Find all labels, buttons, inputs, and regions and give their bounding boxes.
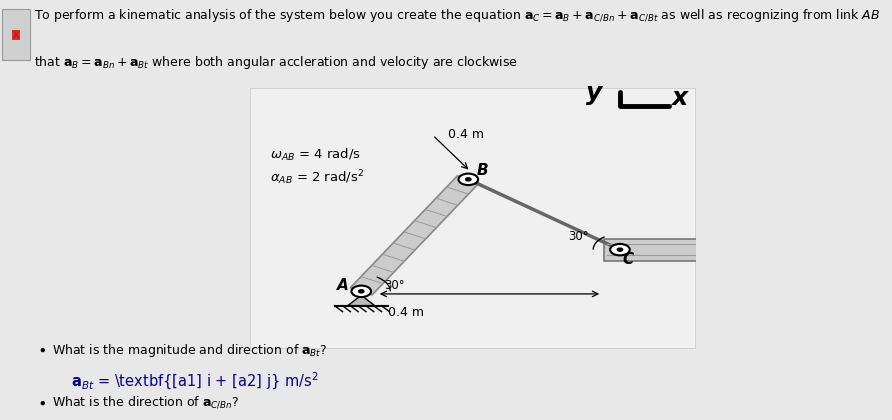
Text: $\bullet$: $\bullet$ [37,395,46,410]
Polygon shape [351,176,479,295]
Text: To perform a kinematic analysis of the system below you create the equation $\ma: To perform a kinematic analysis of the s… [34,8,880,24]
Text: 0.4 m: 0.4 m [449,128,484,141]
Text: What is the direction of $\mathbf{a}_{C/Bn}$?: What is the direction of $\mathbf{a}_{C/… [52,395,239,410]
Text: $\omega_{AB}$ = 4 rad/s: $\omega_{AB}$ = 4 rad/s [270,147,361,163]
Text: A: A [337,278,349,293]
Text: that $\mathbf{a}_B = \mathbf{a}_{Bn} + \mathbf{a}_{Bt}$ where both angular accle: that $\mathbf{a}_B = \mathbf{a}_{Bn} + \… [34,54,518,71]
Text: y: y [587,81,603,105]
Text: x: x [672,86,688,110]
FancyBboxPatch shape [605,239,730,260]
Circle shape [359,290,364,293]
Text: B: B [476,163,488,178]
Circle shape [610,244,630,255]
Polygon shape [348,295,375,306]
Text: 0.4 m: 0.4 m [388,306,424,319]
FancyBboxPatch shape [250,88,696,349]
Text: C: C [623,252,633,267]
Circle shape [617,248,623,251]
Text: What is the magnitude and direction of $\mathbf{a}_{Bt}$?: What is the magnitude and direction of $… [52,342,327,359]
Text: $\bullet$: $\bullet$ [37,342,46,357]
Text: 30°: 30° [384,279,405,292]
Text: 30°: 30° [569,230,590,243]
Circle shape [351,286,371,297]
Text: $\alpha_{AB}$ = 2 rad/s$^2$: $\alpha_{AB}$ = 2 rad/s$^2$ [270,168,364,187]
Text: $\mathbf{a}_{Bt}$ = \textbf{[a1] i + [a2] j} m/s$^2$: $\mathbf{a}_{Bt}$ = \textbf{[a1] i + [a2… [71,371,318,392]
Text: X: X [12,31,20,39]
Circle shape [466,178,471,181]
Circle shape [458,173,478,185]
FancyBboxPatch shape [2,9,30,60]
